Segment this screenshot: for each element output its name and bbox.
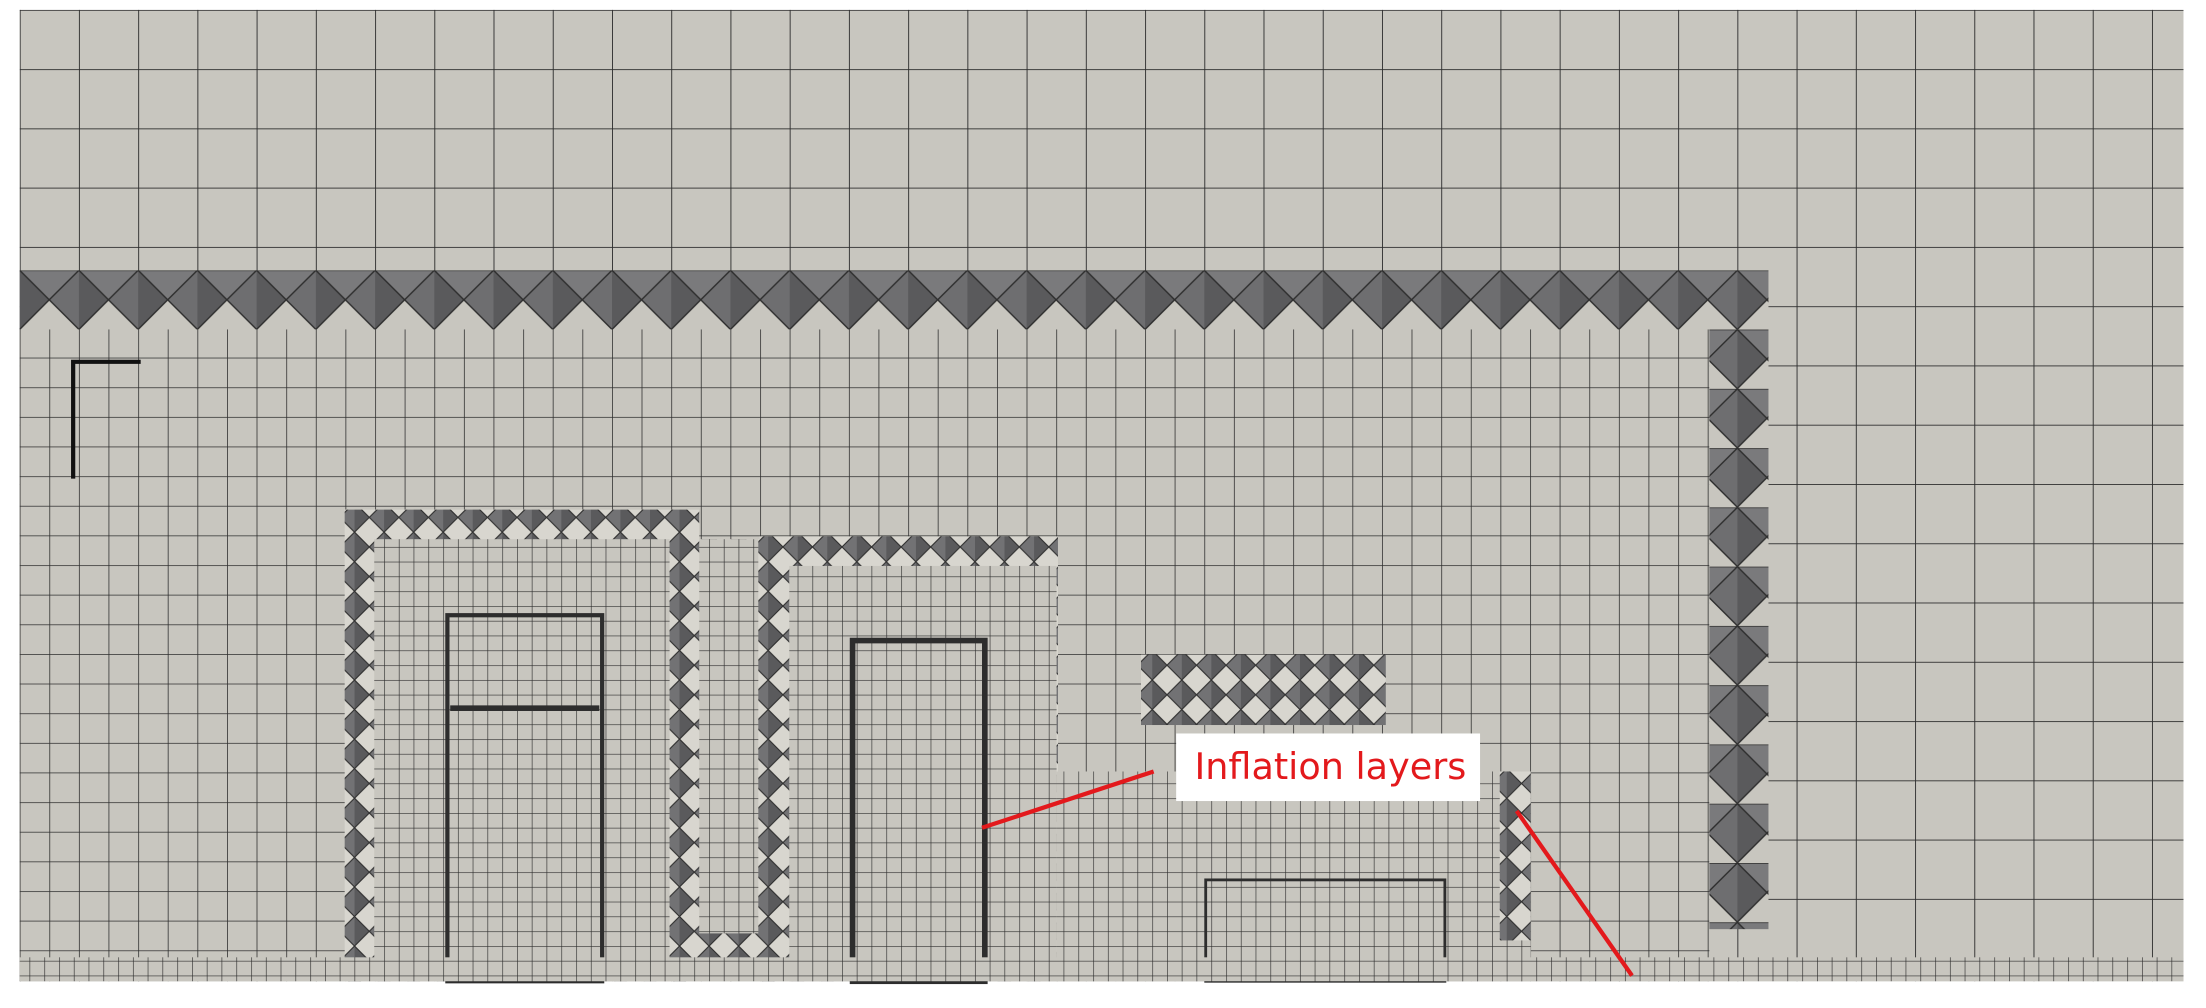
label-box (1176, 733, 1481, 802)
gap-mesh (699, 539, 759, 934)
callout-line (981, 769, 1155, 830)
obstacles (19, 509, 2184, 985)
axis-marker (71, 359, 141, 479)
layer-patch (1140, 654, 1386, 726)
step-layers (1499, 771, 1531, 941)
annotation-label: Inflation layers (1194, 745, 1466, 788)
obstacle-2-mesh (789, 565, 1057, 982)
obstacle-1-mesh (374, 539, 670, 982)
transition-column (1709, 329, 1769, 930)
callout-line (1514, 809, 1634, 977)
transition-band (19, 270, 1769, 330)
floor-mesh (1056, 771, 1531, 982)
wall-layers (19, 957, 2184, 982)
